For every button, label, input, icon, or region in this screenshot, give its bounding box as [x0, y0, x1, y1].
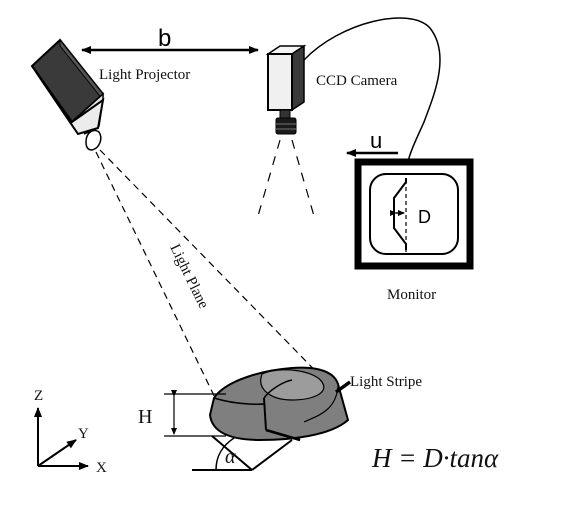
axis-y-label: Y [78, 426, 89, 442]
monitor [354, 158, 474, 270]
camera-label: CCD Camera [316, 73, 398, 89]
ground-plane [192, 435, 293, 471]
light-projector [30, 38, 105, 151]
camera-cable [303, 17, 441, 163]
monitor-label: Monitor [387, 287, 436, 303]
angle-arc [215, 437, 235, 471]
ccd-camera [265, 44, 307, 135]
height-label: H [138, 406, 152, 428]
offset-label: D [418, 207, 431, 227]
coordinate-axes [34, 407, 89, 470]
height-indicator [164, 390, 226, 437]
camera-view-lines [257, 139, 315, 217]
light-stripe-label: Light Stripe [350, 374, 422, 390]
baseline-label: b [158, 25, 171, 52]
light-plane-label: Light Plane [166, 242, 211, 312]
axis-x-label: X [96, 460, 107, 476]
light-plane-lines [95, 149, 337, 409]
axis-z-label: Z [34, 388, 43, 404]
light-stripe [265, 380, 352, 442]
projector-label: Light Projector [99, 67, 190, 83]
formula: H = D·tanα [371, 443, 499, 473]
displacement-label: u [370, 128, 382, 153]
object-cone [208, 366, 350, 442]
angle-label: α [225, 446, 236, 468]
